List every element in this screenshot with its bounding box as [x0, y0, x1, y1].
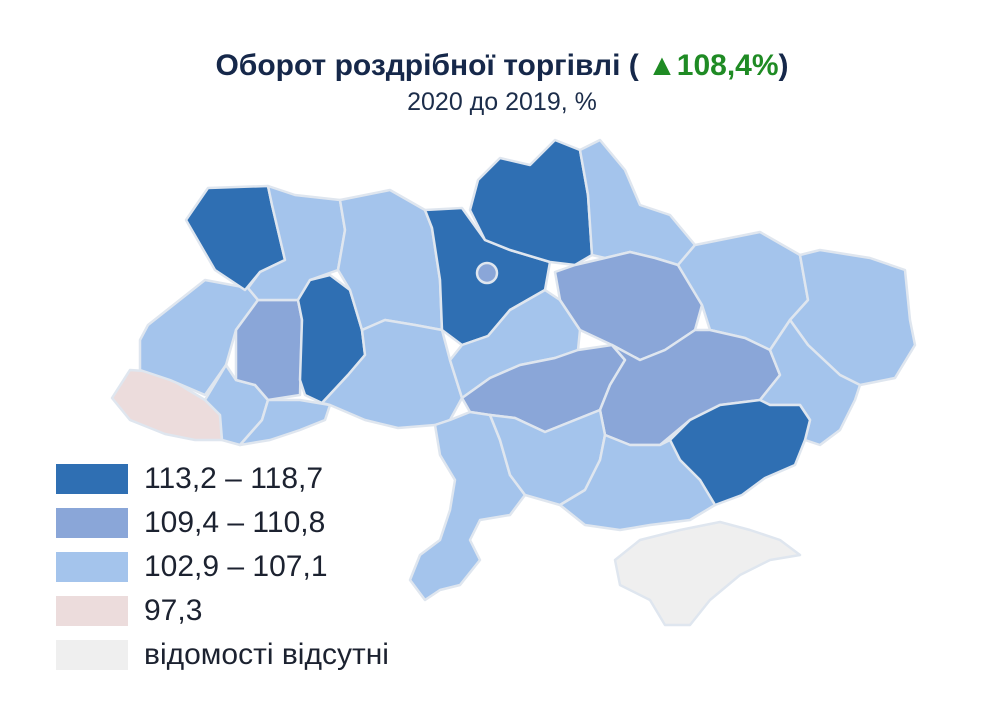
legend-item: відомості відсутні: [56, 634, 389, 676]
legend-label: 97,3: [144, 594, 203, 627]
legend-item: 109,4 – 110,8: [56, 502, 389, 544]
region-crimea[interactable]: [613, 520, 802, 627]
title-block: Оборот роздрібної торгівлі ( ▲108,4%) 20…: [0, 48, 1004, 117]
map-title: Оборот роздрібної торгівлі ( ▲108,4%): [0, 48, 1004, 84]
legend-item: 102,9 – 107,1: [56, 546, 389, 588]
region-kherson[interactable]: [558, 433, 717, 532]
region-sumy[interactable]: [578, 138, 697, 267]
legend-label: 102,9 – 107,1: [144, 550, 328, 583]
legend-item: 113,2 – 118,7: [56, 458, 389, 500]
region-poltava[interactable]: [553, 250, 704, 362]
legend-label: 109,4 – 110,8: [144, 506, 326, 539]
legend-swatch: [56, 596, 128, 626]
change-indicator: ▲108,4%: [647, 49, 779, 82]
title-close: ): [778, 49, 789, 82]
legend-label: відомості відсутні: [144, 638, 389, 671]
legend-swatch: [56, 552, 128, 582]
region-kyiv-city[interactable]: [475, 261, 499, 285]
title-text: Оборот роздрібної торгівлі (: [215, 49, 639, 82]
legend-item: 97,3: [56, 590, 389, 632]
legend-swatch: [56, 464, 128, 494]
map-subtitle: 2020 до 2019, %: [407, 88, 597, 116]
legend-swatch: [56, 640, 128, 670]
legend-swatch: [56, 508, 128, 538]
legend: 113,2 – 118,7 109,4 – 110,8 102,9 – 107,…: [56, 458, 389, 678]
legend-label: 113,2 – 118,7: [144, 462, 324, 495]
